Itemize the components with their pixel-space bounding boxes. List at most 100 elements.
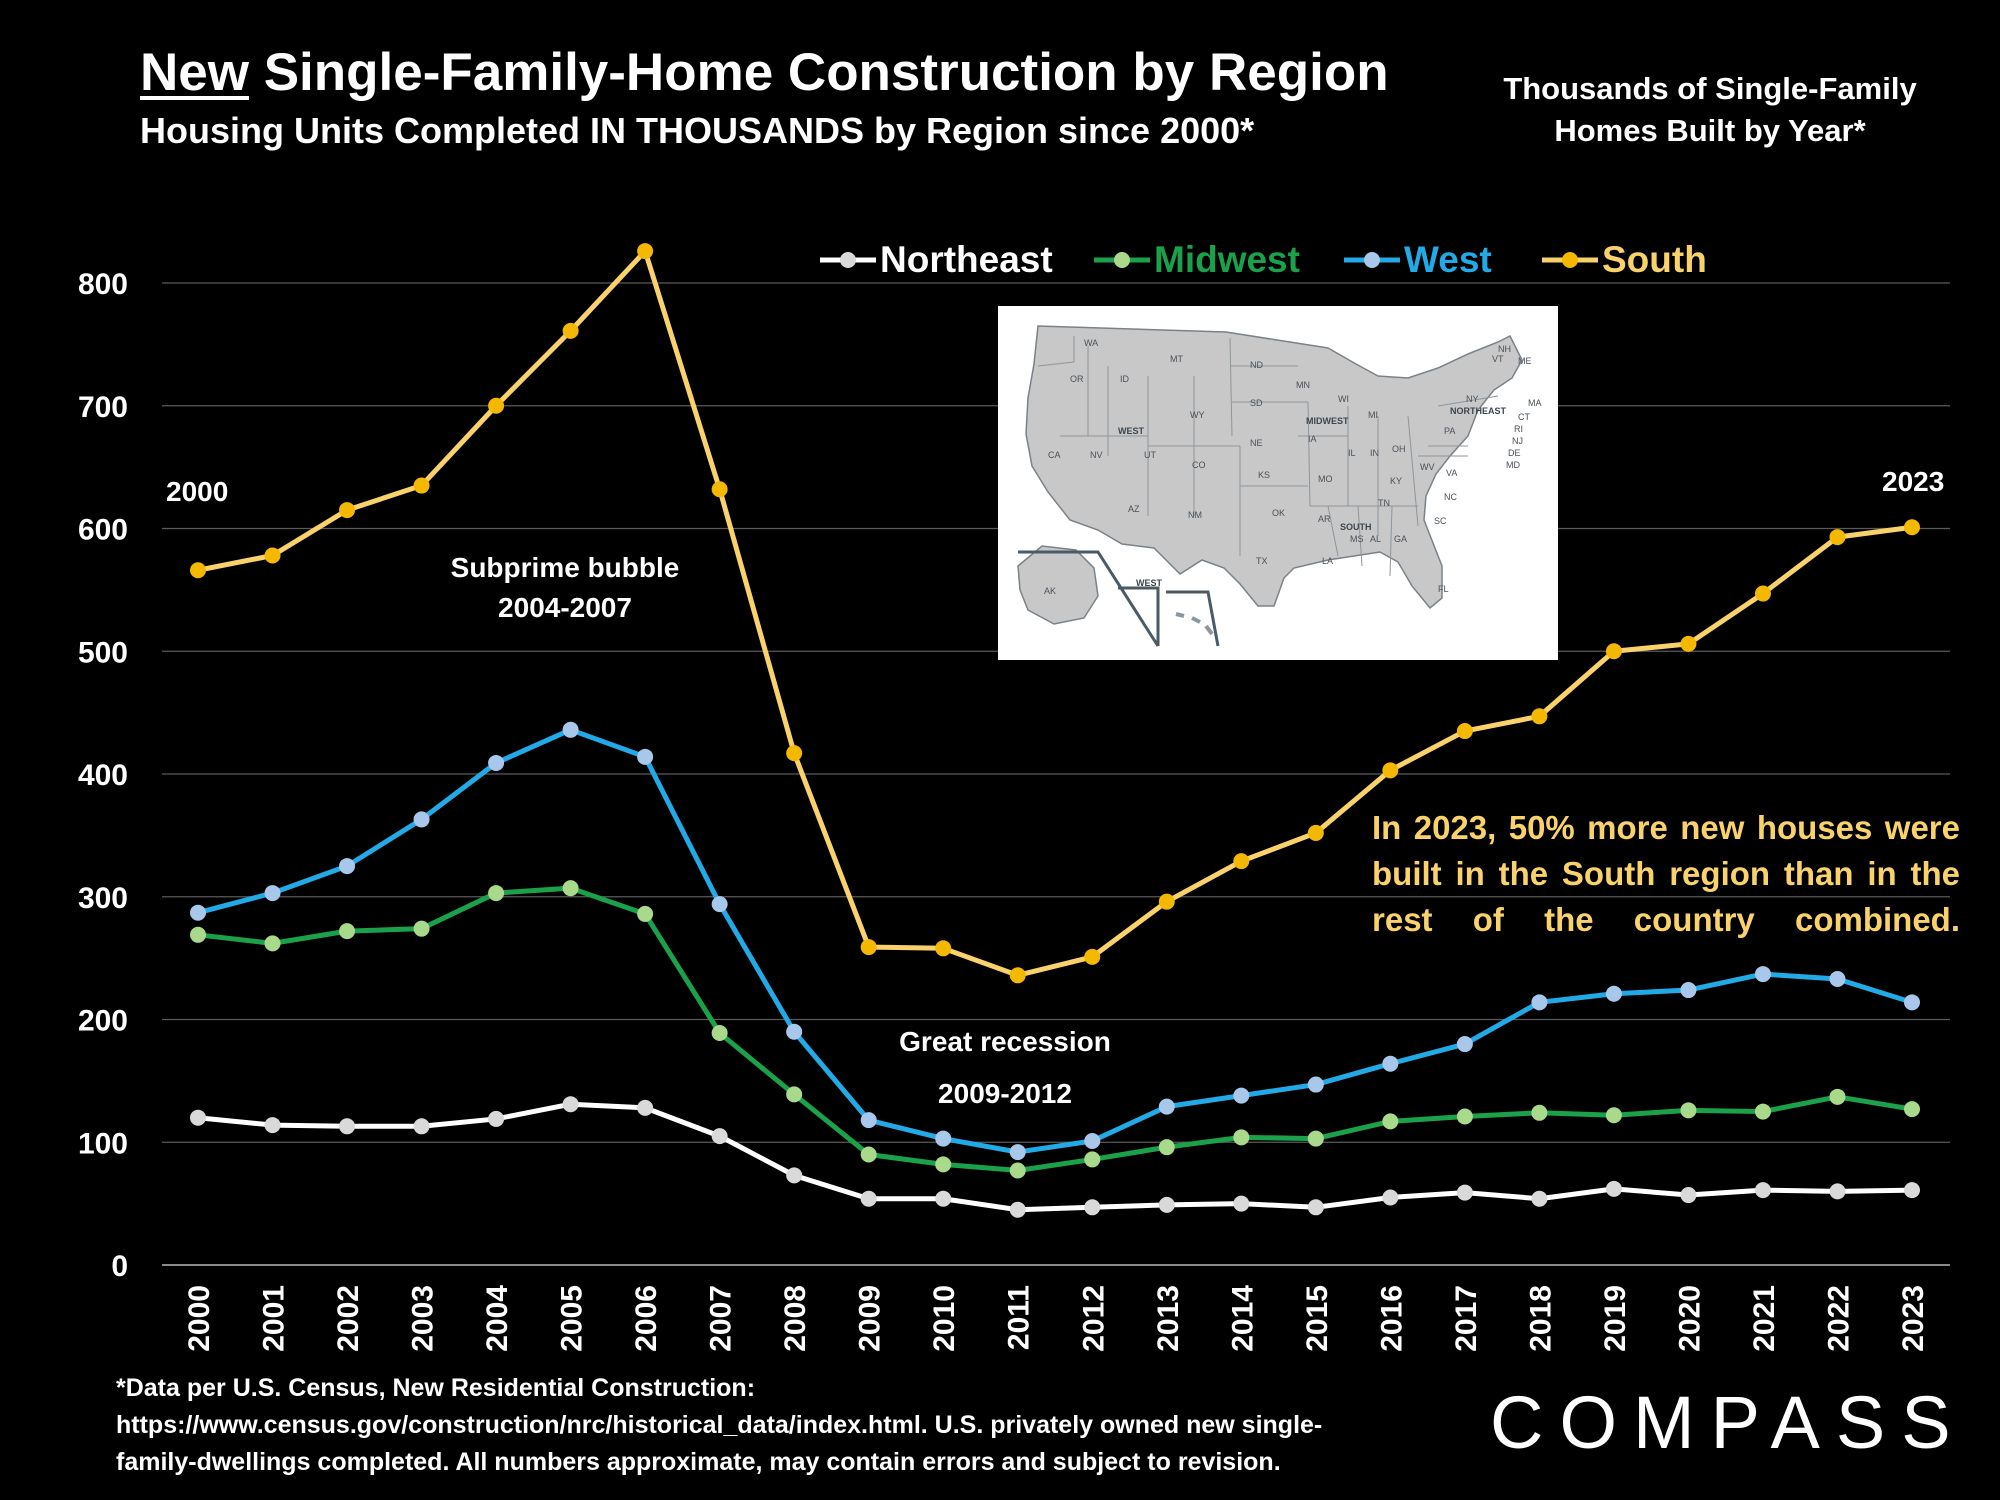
svg-text:WEST: WEST [1136,578,1163,588]
point-west-2012 [1084,1133,1101,1150]
svg-text:MN: MN [1296,380,1310,390]
point-west-2014 [1233,1087,1250,1104]
point-south-2011 [1009,967,1026,984]
svg-text:WEST: WEST [1118,426,1145,436]
point-northeast-2000 [190,1109,206,1126]
point-south-2001 [264,547,281,564]
chart-subtitle: Housing Units Completed IN THOUSANDS by … [140,110,1255,151]
point-west-2016 [1382,1055,1399,1072]
y-tick-label: 200 [78,1005,128,1038]
point-south-2008 [786,745,803,762]
series-line-midwest [197,885,1913,1173]
title-underlined-word: New [140,43,249,102]
right-title: Thousands of Single-Family Homes Built b… [1480,68,1940,152]
point-west-2006 [637,748,654,765]
svg-text:NJ: NJ [1512,436,1523,446]
point-midwest-2019 [1605,1107,1622,1124]
point-midwest-2007 [711,1025,728,1042]
svg-text:MD: MD [1506,460,1520,470]
point-west-2002 [339,858,356,875]
point-midwest-2006 [637,905,654,922]
svg-text:WV: WV [1420,462,1435,472]
point-south-2022 [1829,529,1846,546]
point-south-2023 [1904,519,1920,536]
point-west-2015 [1307,1076,1324,1093]
point-midwest-2003 [413,920,430,937]
series-line-northeast [197,1101,1913,1213]
legend: Northeast Midwest West South [820,239,1707,280]
svg-text:OR: OR [1070,374,1084,384]
x-tick-label: 2003 [407,1285,440,1352]
svg-text:NH: NH [1498,344,1511,354]
x-tick-label: 2007 [705,1285,738,1352]
point-west-2007 [711,896,728,913]
footnote-line3: family-dwellings completed. All numbers … [116,1448,1281,1476]
x-tick-label: 2017 [1450,1285,1483,1352]
legend-item-west: West [1344,239,1492,280]
svg-text:NE: NE [1250,438,1263,448]
x-tick-label: 2020 [1673,1285,1706,1352]
point-northeast-2017 [1456,1184,1473,1201]
bubble-note: Subprime bubble 2004-2007 [430,548,700,628]
recession-note-line1: Great recession [899,1026,1111,1057]
point-northeast-2003 [413,1118,430,1135]
svg-text:MS: MS [1350,534,1364,544]
x-tick-label: 2001 [258,1285,291,1352]
y-tick-label: 100 [78,1127,128,1160]
svg-text:UT: UT [1144,450,1156,460]
svg-text:TX: TX [1256,556,1268,566]
bubble-note-line1: Subprime bubble [450,552,680,583]
svg-text:IN: IN [1370,448,1379,458]
right-title-line2: Homes Built by Year* [1554,113,1866,148]
point-northeast-2005 [562,1096,579,1113]
point-northeast-2018 [1531,1190,1548,1207]
svg-text:AZ: AZ [1128,504,1140,514]
point-northeast-2016 [1382,1189,1399,1206]
x-tick-label: 2004 [481,1285,514,1352]
point-midwest-2023 [1904,1101,1920,1118]
x-tick-label: 2015 [1301,1285,1334,1352]
callout-text: In 2023, 50% more new houses were built … [1372,809,1960,938]
right-title-line1: Thousands of Single-Family [1503,71,1917,106]
svg-text:VT: VT [1492,354,1504,364]
point-south-2012 [1084,948,1101,965]
point-west-2022 [1829,970,1846,987]
point-south-2004 [488,397,505,414]
y-axis-ticks: 0 100 200 300 400 500 600 700 800 [78,268,128,1283]
svg-text:IL: IL [1348,448,1356,458]
state-labels: WA OR ID CA NV MT WY UT AZ CO NM ND SD N… [1044,338,1542,596]
point-northeast-2015 [1307,1199,1324,1216]
point-midwest-2002 [339,923,356,940]
legend-label-northeast: Northeast [880,239,1053,280]
svg-text:MO: MO [1318,474,1333,484]
point-west-2023 [1904,994,1920,1011]
point-west-2005 [562,721,579,738]
us-mainland-shape [1025,325,1523,610]
svg-text:AL: AL [1370,534,1381,544]
legend-marker-northeast [840,252,856,268]
x-tick-label: 2011 [1003,1285,1036,1350]
point-south-2000 [190,562,206,579]
svg-text:ME: ME [1518,356,1532,366]
us-region-map: WA OR ID CA NV MT WY UT AZ CO NM ND SD N… [998,306,1558,660]
start-year-label: 2000 [166,476,229,507]
point-northeast-2014 [1233,1195,1250,1212]
point-midwest-2008 [786,1086,803,1103]
recession-note: Great recession 2009-2012 [875,1016,1135,1120]
svg-text:NY: NY [1466,394,1479,404]
point-northeast-2020 [1680,1187,1697,1204]
legend-label-south: South [1602,239,1707,280]
series-midwest [190,880,1920,1179]
hawaii-shape [1175,612,1214,636]
y-tick-label: 600 [78,514,128,547]
point-south-2017 [1456,723,1473,740]
svg-text:KY: KY [1390,476,1402,486]
x-tick-label: 2021 [1748,1285,1781,1352]
svg-text:WY: WY [1190,410,1205,420]
x-tick-label: 2006 [630,1285,663,1352]
point-northeast-2001 [264,1117,281,1134]
svg-text:OK: OK [1272,508,1285,518]
point-northeast-2019 [1605,1180,1622,1197]
point-west-2000 [190,904,206,921]
svg-text:TN: TN [1378,498,1390,508]
